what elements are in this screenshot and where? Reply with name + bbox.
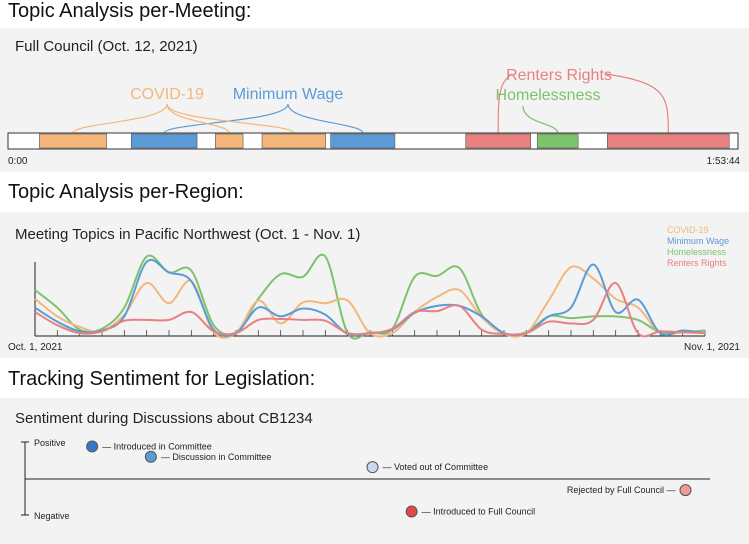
timeline-segment-renters-5[interactable]	[465, 133, 531, 149]
section-heading-region: Topic Analysis per-Region:	[8, 181, 244, 203]
timeline-segment-covid-2[interactable]	[215, 133, 244, 149]
region-x-start: Oct. 1, 2021	[8, 342, 63, 353]
connector-covid-2	[166, 103, 230, 134]
timeline-segment-wage-1[interactable]	[131, 133, 198, 149]
event-label-rejected-by-full-council: Rejected by Full Council —	[567, 485, 676, 495]
timeline-segment-covid-3[interactable]	[261, 133, 326, 149]
meeting-timeline: COVID-19 Minimum Wage Renters Rights Hom…	[7, 67, 741, 167]
region-x-end: Nov. 1, 2021	[684, 342, 740, 353]
event-label-discussion-in-committee: — Discussion in Committee	[161, 452, 272, 462]
legend-item-covid-19: COVID-19	[667, 225, 709, 235]
legend-item-renters-rights: Renters Rights	[667, 258, 727, 268]
negative-label: Negative	[34, 511, 70, 521]
sentiment-panel-title: Sentiment during Discussions about CB123…	[15, 410, 313, 427]
sentiment-chart: Positive Negative — Introduced in Commit…	[21, 438, 710, 521]
connector-homeless-6	[522, 105, 559, 134]
timeline-start-label: 0:00	[8, 156, 28, 167]
event-marker-introduced-in-committee[interactable]	[86, 440, 99, 453]
timeline-segment-wage-4[interactable]	[330, 133, 396, 149]
sentiment-panel: Sentiment during Discussions about CB123…	[0, 398, 749, 544]
event-label-voted-out-of-committee: — Voted out of Committee	[383, 462, 489, 472]
connector-wage-4	[287, 103, 364, 134]
label-renters-rights: Renters Rights	[506, 67, 612, 84]
timeline-end-label: 1:53:44	[707, 156, 741, 167]
connector-wage-1	[163, 103, 289, 134]
timeline-segment-renters-7[interactable]	[607, 133, 730, 149]
event-marker-introduced-to-full-council[interactable]	[405, 505, 418, 518]
section-heading-sentiment: Tracking Sentiment for Legislation:	[8, 368, 316, 390]
connector-renters-5	[497, 73, 513, 134]
section-heading-meeting: Topic Analysis per-Meeting:	[8, 0, 252, 22]
meeting-panel: Full Council (Oct. 12, 2021) COVID-19 Mi…	[0, 28, 749, 172]
label-covid: COVID-19	[130, 86, 204, 103]
meeting-panel-title: Full Council (Oct. 12, 2021)	[15, 38, 198, 55]
timeline-segment-covid-0[interactable]	[39, 133, 107, 149]
event-label-introduced-in-committee: — Introduced in Committee	[102, 441, 212, 451]
series-line-renters-rights[interactable]	[34, 281, 706, 338]
event-marker-rejected-by-full-council[interactable]	[679, 484, 692, 497]
connector-renters-7	[605, 73, 669, 134]
label-homelessness: Homelessness	[496, 87, 601, 104]
connector-covid-0	[72, 103, 168, 134]
legend-item-homelessness: Homelessness	[667, 247, 727, 257]
event-marker-discussion-in-committee[interactable]	[144, 450, 157, 463]
event-marker-voted-out-of-committee[interactable]	[366, 461, 379, 474]
timeline-segment-homeless-6[interactable]	[536, 133, 579, 149]
legend-item-minimum-wage: Minimum Wage	[667, 236, 729, 246]
event-label-introduced-to-full-council: — Introduced to Full Council	[422, 507, 536, 517]
positive-label: Positive	[34, 438, 66, 448]
region-chart-title: Meeting Topics in Pacific Northwest (Oct…	[15, 226, 361, 243]
label-minimum-wage: Minimum Wage	[233, 86, 344, 103]
region-panel: Meeting Topics in Pacific Northwest (Oct…	[0, 212, 749, 358]
connector-covid-3	[166, 103, 295, 134]
